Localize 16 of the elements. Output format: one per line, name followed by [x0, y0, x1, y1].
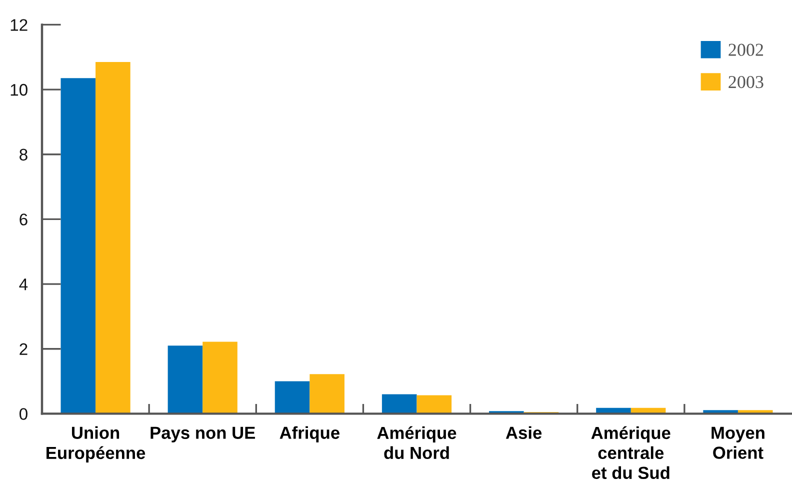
- x-tick-label: Moyen Orient: [712, 426, 764, 459]
- y-tick-label: 6: [20, 214, 28, 226]
- x-tick-label: Pays non UE: [150, 426, 255, 442]
- y-tick-label: 4: [19, 278, 28, 290]
- y-tick-label: 10: [10, 84, 28, 96]
- legend-label: 2002: [728, 44, 764, 56]
- x-tick-label: Afrique: [280, 426, 340, 442]
- x-tick-label: Union Européenne: [46, 426, 146, 463]
- legend-label: 2003: [728, 76, 764, 88]
- x-tick-label: Amérique centrale et du Sud: [591, 426, 670, 480]
- y-tick-label: 2: [20, 343, 28, 355]
- y-tick-label: 12: [10, 19, 28, 31]
- y-tick-label: 0: [19, 408, 28, 420]
- y-tick-label: 8: [20, 148, 28, 161]
- x-tick-label: Amérique du Nord: [377, 426, 456, 460]
- x-tick-label: Asie: [506, 426, 542, 439]
